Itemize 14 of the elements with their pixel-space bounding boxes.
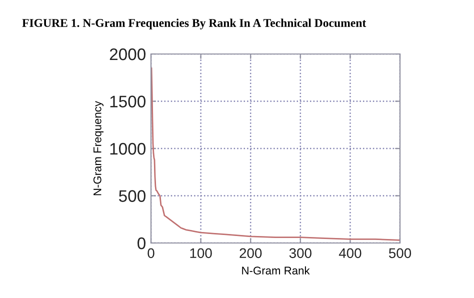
x-axis-title: N-Gram Rank [242, 266, 310, 275]
y-tick-label: 1500 [110, 96, 146, 108]
x-tick-label: 0 [148, 248, 154, 258]
y-tick-label: 500 [119, 190, 146, 202]
x-tick-label: 100 [190, 248, 212, 258]
x-tick-label: 400 [338, 248, 362, 258]
chart-title: FIGURE 1. N-Gram Frequencies By Rank In A Technical Document [22, 18, 366, 30]
y-tick-label: 2000 [110, 48, 146, 60]
y-tick-label: 1000 [110, 142, 146, 155]
x-tick-label: 300 [289, 248, 312, 258]
x-tick-label: 200 [240, 248, 262, 258]
y-axis-title: N-Gram Frequency [93, 100, 104, 196]
y-tick-label: 0 [138, 237, 146, 250]
x-tick-label: 500 [388, 248, 412, 258]
